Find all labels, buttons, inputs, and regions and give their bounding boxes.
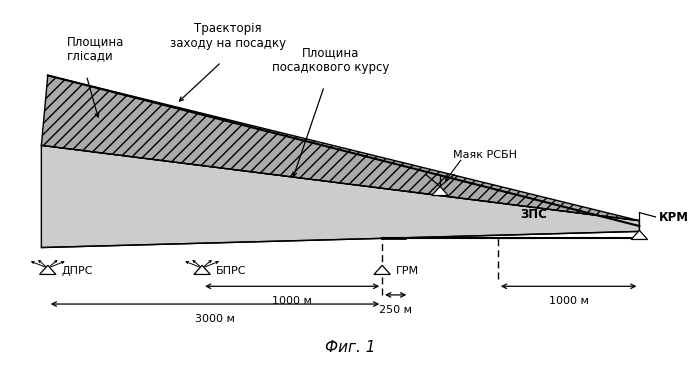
Text: Маяк РСБН: Маяк РСБН: [453, 150, 517, 160]
Text: 3000 м: 3000 м: [195, 314, 235, 324]
Text: БПРС: БПРС: [216, 266, 247, 276]
Polygon shape: [40, 265, 56, 274]
Text: КРМ: КРМ: [659, 212, 689, 224]
Text: Траєкторія
заходу на посадку: Траєкторія заходу на посадку: [170, 22, 286, 50]
Text: 250 м: 250 м: [379, 305, 412, 315]
Text: ГРМ: ГРМ: [396, 266, 419, 276]
Polygon shape: [41, 75, 639, 221]
Polygon shape: [194, 265, 210, 274]
Text: 1000 м: 1000 м: [549, 296, 589, 306]
Polygon shape: [432, 186, 448, 195]
Text: ДПРС: ДПРС: [62, 266, 93, 276]
Polygon shape: [41, 145, 639, 247]
Text: ЗПС: ЗПС: [520, 208, 547, 221]
Text: Площина
глісади: Площина глісади: [67, 35, 125, 63]
Text: Площина
посадкового курсу: Площина посадкового курсу: [272, 46, 389, 74]
Polygon shape: [374, 265, 391, 274]
Polygon shape: [631, 230, 648, 239]
Text: Фиг. 1: Фиг. 1: [325, 340, 375, 355]
Text: 1000 м: 1000 м: [272, 296, 312, 306]
